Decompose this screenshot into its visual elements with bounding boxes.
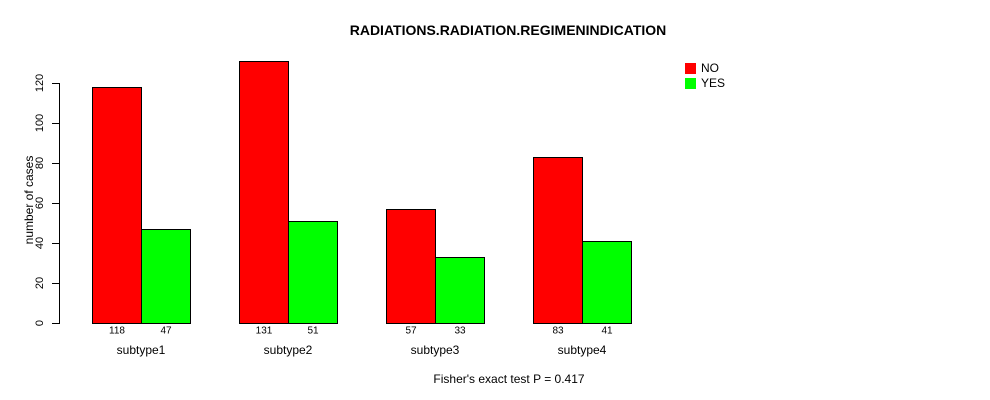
bar-yes-subtype4: [582, 241, 632, 324]
bar-no-subtype2: [239, 61, 289, 324]
legend-swatch-yes: [685, 78, 696, 89]
legend-label: YES: [701, 76, 726, 90]
bar-value-label: 83: [552, 325, 564, 337]
bar-no-subtype3: [386, 209, 436, 324]
bar-value-label: 33: [454, 325, 466, 337]
y-tick-label: 60: [34, 196, 46, 210]
y-tick-mark: [52, 163, 59, 164]
bar-value-label: 57: [405, 325, 417, 337]
y-tick-label: 0: [34, 319, 46, 327]
chart-title: RADIATIONS.RADIATION.REGIMENINDICATION: [349, 22, 667, 38]
x-category-label: subtype3: [410, 343, 460, 357]
bar-value-label: 47: [160, 325, 172, 337]
y-axis-line: [59, 83, 60, 324]
legend-item-yes: YES: [685, 77, 725, 90]
y-tick-label: 100: [34, 113, 46, 133]
bar-value-label: 131: [255, 325, 273, 337]
footer-caption: Fisher's exact test P = 0.417: [433, 372, 585, 386]
bar-yes-subtype2: [288, 221, 338, 324]
legend: NO YES: [685, 62, 725, 92]
y-tick-mark: [52, 283, 59, 284]
x-category-label: subtype2: [263, 343, 313, 357]
y-tick-mark: [52, 323, 59, 324]
legend-label: NO: [701, 61, 719, 75]
y-tick-label: 20: [34, 276, 46, 290]
y-tick-mark: [52, 243, 59, 244]
x-category-label: subtype1: [116, 343, 166, 357]
legend-item-no: NO: [685, 62, 725, 75]
y-tick-mark: [52, 83, 59, 84]
bar-value-label: 41: [601, 325, 613, 337]
x-category-label: subtype4: [557, 343, 607, 357]
y-tick-label: 120: [34, 73, 46, 93]
y-tick-mark: [52, 123, 59, 124]
bar-value-label: 118: [109, 325, 125, 337]
y-tick-label: 80: [34, 156, 46, 170]
bar-value-label: 51: [307, 325, 319, 337]
bar-no-subtype1: [92, 87, 142, 324]
bar-no-subtype4: [533, 157, 583, 324]
bar-yes-subtype3: [435, 257, 485, 324]
y-tick-mark: [52, 203, 59, 204]
bar-yes-subtype1: [141, 229, 191, 324]
y-tick-label: 40: [34, 236, 46, 250]
legend-swatch-no: [685, 63, 696, 74]
